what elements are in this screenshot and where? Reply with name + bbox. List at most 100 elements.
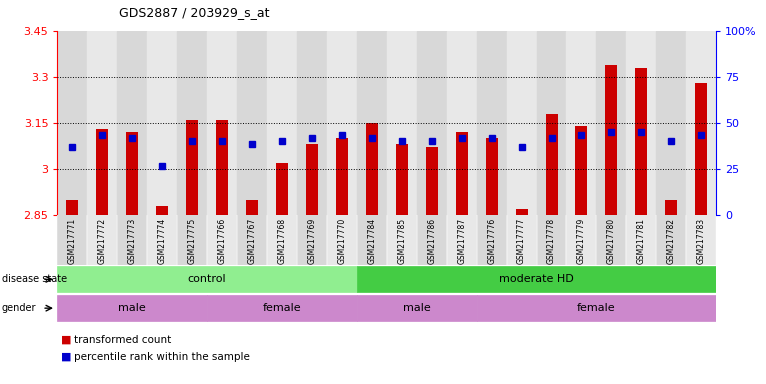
Bar xyxy=(357,215,387,265)
Bar xyxy=(87,215,117,265)
Text: GSM217769: GSM217769 xyxy=(307,217,316,264)
Bar xyxy=(237,215,267,265)
Bar xyxy=(147,215,177,265)
Bar xyxy=(57,215,87,265)
Bar xyxy=(357,295,476,321)
Bar xyxy=(216,120,228,215)
Bar xyxy=(597,215,627,265)
Text: control: control xyxy=(188,274,227,285)
Bar xyxy=(306,144,318,215)
Text: GSM217779: GSM217779 xyxy=(577,217,586,264)
Bar xyxy=(267,215,297,265)
Text: GSM217768: GSM217768 xyxy=(277,217,286,264)
Bar xyxy=(567,215,597,265)
Text: GDS2887 / 203929_s_at: GDS2887 / 203929_s_at xyxy=(119,6,269,19)
Bar xyxy=(387,215,417,265)
Text: GSM217780: GSM217780 xyxy=(607,217,616,264)
Bar xyxy=(156,206,169,215)
Bar xyxy=(177,215,207,265)
Text: male: male xyxy=(403,303,430,313)
Bar xyxy=(237,31,267,215)
Bar xyxy=(447,31,476,215)
Text: GSM217773: GSM217773 xyxy=(128,217,137,264)
Bar xyxy=(207,31,237,215)
Bar xyxy=(656,215,686,265)
Bar xyxy=(387,31,417,215)
Bar xyxy=(417,31,447,215)
Bar xyxy=(297,215,327,265)
Bar xyxy=(246,200,258,215)
Bar xyxy=(327,31,357,215)
Bar xyxy=(126,132,139,215)
Bar xyxy=(426,147,437,215)
Bar xyxy=(476,215,506,265)
Text: GSM217782: GSM217782 xyxy=(666,217,676,263)
Bar xyxy=(417,215,447,265)
Text: moderate HD: moderate HD xyxy=(499,274,574,285)
Text: GSM217786: GSM217786 xyxy=(427,217,437,264)
Bar xyxy=(366,123,378,215)
Bar xyxy=(267,31,297,215)
Bar xyxy=(447,215,476,265)
Bar xyxy=(686,215,716,265)
Bar xyxy=(396,144,408,215)
Bar xyxy=(666,200,677,215)
Bar xyxy=(696,83,707,215)
Text: GSM217774: GSM217774 xyxy=(158,217,167,264)
Text: female: female xyxy=(263,303,301,313)
Bar xyxy=(476,31,506,215)
Text: transformed count: transformed count xyxy=(74,335,172,345)
Bar xyxy=(575,126,588,215)
Text: GSM217778: GSM217778 xyxy=(547,217,556,264)
Text: GSM217767: GSM217767 xyxy=(247,217,257,264)
Bar xyxy=(476,295,716,321)
Text: disease state: disease state xyxy=(2,274,67,285)
Bar xyxy=(186,120,198,215)
Bar xyxy=(276,163,288,215)
Text: GSM217776: GSM217776 xyxy=(487,217,496,264)
Text: GSM217775: GSM217775 xyxy=(188,217,197,264)
Bar xyxy=(486,138,498,215)
Text: female: female xyxy=(577,303,616,313)
Bar xyxy=(297,31,327,215)
Text: GSM217781: GSM217781 xyxy=(637,217,646,263)
Bar xyxy=(627,215,656,265)
Bar xyxy=(536,31,567,215)
Bar xyxy=(635,68,647,215)
Text: GSM217772: GSM217772 xyxy=(98,217,107,264)
Bar xyxy=(605,65,617,215)
Text: GSM217766: GSM217766 xyxy=(218,217,227,264)
Bar xyxy=(207,215,237,265)
Bar xyxy=(545,114,558,215)
Bar xyxy=(336,138,348,215)
Bar xyxy=(597,31,627,215)
Bar xyxy=(117,215,147,265)
Bar xyxy=(627,31,656,215)
Bar xyxy=(97,129,108,215)
Bar xyxy=(57,266,357,292)
Text: GSM217784: GSM217784 xyxy=(368,217,376,264)
Text: GSM217783: GSM217783 xyxy=(697,217,705,264)
Text: GSM217771: GSM217771 xyxy=(68,217,77,264)
Bar xyxy=(87,31,117,215)
Text: percentile rank within the sample: percentile rank within the sample xyxy=(74,352,250,362)
Bar xyxy=(357,266,716,292)
Text: male: male xyxy=(119,303,146,313)
Bar xyxy=(117,31,147,215)
Bar xyxy=(506,215,536,265)
Bar xyxy=(147,31,177,215)
Bar xyxy=(57,31,87,215)
Bar xyxy=(57,295,207,321)
Text: gender: gender xyxy=(2,303,36,313)
Text: GSM217785: GSM217785 xyxy=(398,217,406,264)
Bar xyxy=(357,31,387,215)
Bar xyxy=(506,31,536,215)
Bar xyxy=(516,209,528,215)
Text: GSM217777: GSM217777 xyxy=(517,217,526,264)
Text: ■: ■ xyxy=(61,352,72,362)
Bar xyxy=(536,215,567,265)
Text: GSM217787: GSM217787 xyxy=(457,217,466,264)
Text: ■: ■ xyxy=(61,335,72,345)
Bar xyxy=(456,132,468,215)
Text: GSM217770: GSM217770 xyxy=(337,217,346,264)
